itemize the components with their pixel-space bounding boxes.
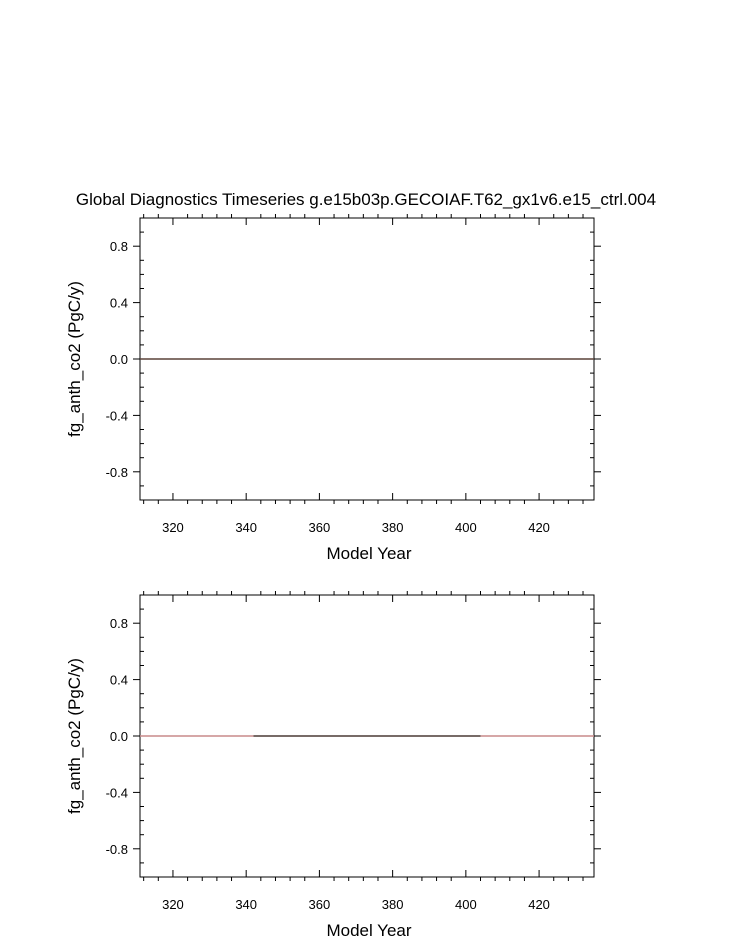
x-axis-title: Model Year xyxy=(326,921,411,940)
y-tick-label: 0.8 xyxy=(110,239,128,254)
y-tick-label: -0.4 xyxy=(106,408,128,423)
x-tick-label: 320 xyxy=(162,897,184,912)
x-tick-label: 380 xyxy=(382,897,404,912)
x-tick-label: 400 xyxy=(455,897,477,912)
y-tick-label: -0.4 xyxy=(106,785,128,800)
x-tick-label: 420 xyxy=(528,520,550,535)
chart-panel-bottom: 320 340 360 380 400 420 -0.8 -0.4 0.0 0.4 0.8 Model… xyxy=(65,591,601,940)
y-tick-label: -0.8 xyxy=(106,842,128,857)
y-tick-label: 0.8 xyxy=(110,616,128,631)
y-tick-label: 0.4 xyxy=(110,673,128,688)
x-tick-label: 360 xyxy=(309,897,331,912)
x-tick-label: 380 xyxy=(382,520,404,535)
y-axis-title: fg_anth_co2 (PgC/y) xyxy=(65,658,84,814)
chart-panel-top: 320 340 360 380 400 420 -0.8 -0.4 0.0 0.4 0.8 Model… xyxy=(65,214,601,563)
y-tick-label: 0.4 xyxy=(110,296,128,311)
x-tick-label: 400 xyxy=(455,520,477,535)
y-tick-label: -0.8 xyxy=(106,465,128,480)
x-tick-label: 340 xyxy=(235,897,257,912)
y-axis-title: fg_anth_co2 (PgC/y) xyxy=(65,281,84,437)
x-tick-label: 360 xyxy=(309,520,331,535)
y-tick-label: 0.0 xyxy=(110,352,128,367)
figure-title: Global Diagnostics Timeseries g.e15b03p.… xyxy=(76,190,656,209)
x-tick-label: 340 xyxy=(235,520,257,535)
x-tick-label: 420 xyxy=(528,897,550,912)
x-axis-title: Model Year xyxy=(326,544,411,563)
x-tick-label: 320 xyxy=(162,520,184,535)
y-tick-label: 0.0 xyxy=(110,729,128,744)
